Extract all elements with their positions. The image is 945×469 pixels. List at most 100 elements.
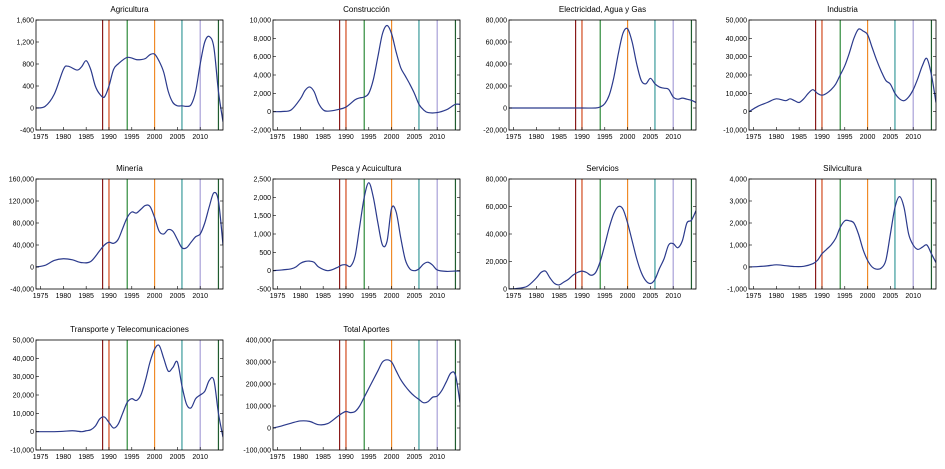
x-tick-label: 1975: [33, 293, 49, 300]
chart-panel: Construcción -2,000 0 2,000 4,000 6,000 8,000 1…: [250, 5, 461, 141]
data-series-line: [273, 24, 460, 114]
x-tick-label: 2005: [883, 134, 899, 141]
y-tick-label: 800: [22, 62, 34, 69]
x-tick-label: 1990: [814, 293, 830, 300]
plot-frame: [508, 178, 697, 290]
x-tick-label: 1995: [837, 293, 853, 300]
x-tick-label: 2000: [384, 293, 400, 300]
x-tick-label: 1975: [270, 454, 286, 461]
x-tick-label: 1980: [769, 134, 785, 141]
chart-panel: Minería -40,000 0 40,000 80,000 120,000 160,00…: [9, 164, 224, 300]
x-tick-label: 1980: [56, 293, 72, 300]
y-tick-label: 2,500: [253, 177, 271, 184]
x-tick-label: 1980: [56, 454, 72, 461]
x-tick-label: 1990: [101, 134, 117, 141]
x-tick-label: 1975: [33, 134, 49, 141]
x-tick-label: 2000: [384, 454, 400, 461]
chart-panel: Transporte y Telecomunicaciones -10,000 0 1…: [10, 325, 224, 461]
x-tick-label: 1975: [33, 454, 49, 461]
data-series-line: [36, 191, 223, 268]
x-tick-label: 2010: [192, 293, 208, 300]
data-series-line: [509, 205, 696, 289]
chart-panel: Servicios 0 20,000 40,000 60,000 80,000 1975 19…: [486, 164, 697, 300]
y-tick-label: 6,000: [253, 54, 271, 61]
y-tick-label: 1,000: [729, 243, 747, 250]
y-tick-label: 0: [743, 109, 747, 116]
chart-panel: Pesca y Acuicultura -500 0 500 1,000 1,500 2,0…: [253, 164, 461, 300]
x-tick-label: 2005: [170, 454, 186, 461]
y-tick-label: 10,000: [250, 18, 272, 25]
y-tick-label: 8,000: [253, 36, 271, 43]
y-tick-label: -500: [257, 287, 271, 294]
data-series-line: [36, 35, 223, 122]
x-tick-label: 1985: [791, 134, 807, 141]
plot-frame: [748, 178, 937, 290]
chart-title: Industria: [827, 5, 858, 14]
chart-panel: Industria -10,000 0 10,000 20,000 30,000 40,00…: [723, 5, 937, 141]
x-tick-label: 1990: [814, 134, 830, 141]
x-tick-label: 1985: [551, 293, 567, 300]
y-tick-label: 0: [503, 106, 507, 113]
x-tick-label: 2000: [147, 293, 163, 300]
y-tick-label: 20,000: [486, 259, 508, 266]
x-tick-label: 1975: [746, 134, 762, 141]
chart-title: Transporte y Telecomunicaciones: [70, 325, 189, 334]
x-tick-label: 1980: [293, 293, 309, 300]
x-tick-label: 1980: [56, 134, 72, 141]
y-tick-label: -10,000: [723, 128, 747, 135]
x-tick-label: 1995: [124, 454, 140, 461]
x-tick-label: 1990: [101, 293, 117, 300]
data-series-line: [36, 344, 223, 438]
y-tick-label: 30,000: [13, 374, 35, 381]
x-tick-label: 1985: [791, 293, 807, 300]
x-tick-label: 1980: [529, 134, 545, 141]
plot-frame: [35, 339, 224, 451]
y-tick-label: 120,000: [9, 199, 34, 206]
y-tick-label: -2,000: [251, 128, 271, 135]
x-tick-label: 1985: [78, 454, 94, 461]
y-tick-label: 40,000: [726, 36, 748, 43]
plot-frame: [272, 339, 461, 451]
y-tick-label: 20,000: [13, 393, 35, 400]
y-tick-label: 80,000: [13, 221, 35, 228]
data-series-line: [273, 359, 460, 429]
y-tick-label: 60,000: [486, 40, 508, 47]
y-tick-label: 0: [743, 265, 747, 272]
y-tick-label: 80,000: [486, 177, 508, 184]
chart-title: Electricidad, Agua y Gas: [559, 5, 646, 14]
y-tick-label: 0: [503, 287, 507, 294]
y-tick-label: -400: [20, 128, 34, 135]
y-tick-label: 1,500: [253, 213, 271, 220]
y-tick-label: 2,000: [729, 221, 747, 228]
x-tick-label: 1995: [361, 134, 377, 141]
chart-title: Agricultura: [110, 5, 149, 14]
y-tick-label: 40,000: [486, 232, 508, 239]
y-tick-label: 40,000: [13, 356, 35, 363]
chart-panel: Electricidad, Agua y Gas -20,000 0 20,000 40…: [483, 5, 697, 141]
x-tick-label: 1975: [270, 293, 286, 300]
x-tick-label: 1995: [124, 134, 140, 141]
plot-frame: [35, 178, 224, 290]
y-tick-label: 500: [259, 250, 271, 257]
y-tick-label: 10,000: [726, 91, 748, 98]
y-tick-label: 2,000: [253, 91, 271, 98]
x-tick-label: 1985: [315, 293, 331, 300]
x-tick-label: 1990: [574, 134, 590, 141]
x-tick-label: 2000: [620, 134, 636, 141]
chart-panel: Agricultura -400 0 400 800 1,200 1,600 1975 1980…: [16, 5, 224, 141]
y-tick-label: 160,000: [9, 177, 34, 184]
y-tick-label: 50,000: [726, 18, 748, 25]
y-tick-label: 0: [30, 106, 34, 113]
x-tick-label: 1975: [270, 134, 286, 141]
x-tick-label: 1990: [338, 454, 354, 461]
y-tick-label: 400: [22, 84, 34, 91]
x-tick-label: 2010: [665, 134, 681, 141]
y-tick-label: 0: [267, 109, 271, 116]
x-tick-label: 1995: [361, 454, 377, 461]
y-tick-label: 0: [267, 268, 271, 275]
x-tick-label: 1975: [506, 293, 522, 300]
y-tick-label: 3,000: [729, 199, 747, 206]
y-tick-label: 0: [267, 426, 271, 433]
y-tick-label: 20,000: [486, 84, 508, 91]
